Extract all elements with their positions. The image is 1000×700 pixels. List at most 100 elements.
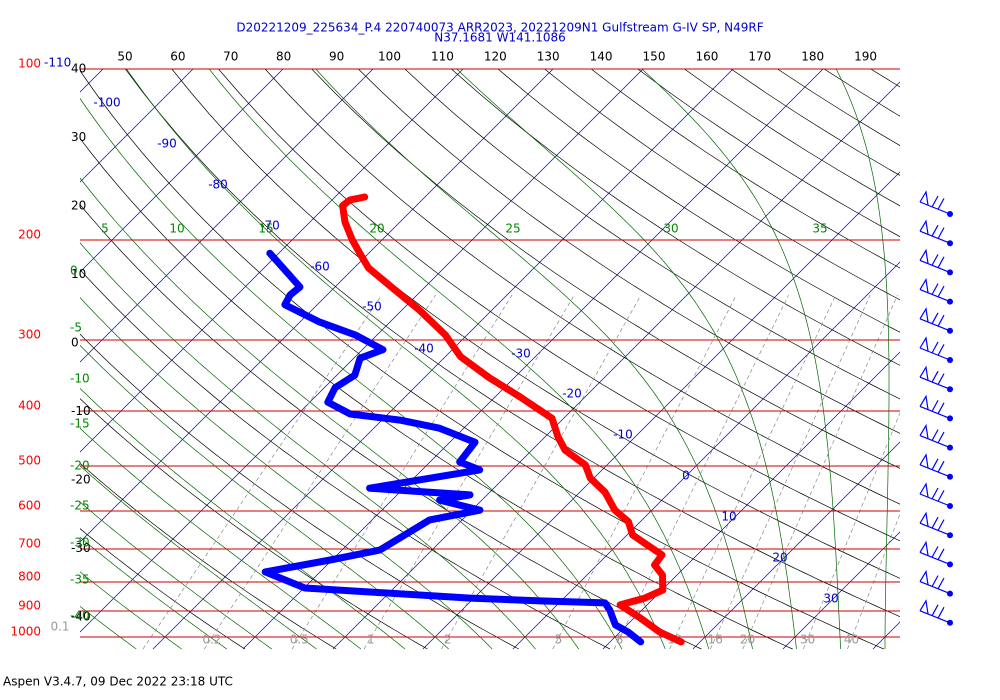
moist-adiabat-label: -20 (70, 459, 90, 473)
dry-adiabat (451, 69, 900, 366)
mixing-ratio-label: 30 (800, 633, 815, 647)
barb-flag (919, 569, 929, 585)
dry-adiabat (218, 69, 900, 542)
y-tick-label: 800 (18, 569, 41, 583)
mixing-ratio-line (669, 294, 836, 650)
barb-feather (931, 458, 939, 471)
wind-barb (919, 599, 953, 626)
barb-staff (919, 259, 951, 273)
left-label: 40 (71, 62, 86, 76)
isotherm (872, 621, 900, 650)
dry-adiabat (80, 70, 884, 650)
isotherm-label: -110 (44, 56, 71, 70)
wind-barb (919, 453, 953, 480)
dry-adiabat (823, 69, 900, 117)
chart-subtitle: N37.1681 W141.1086 (434, 31, 566, 45)
barb-feather (931, 341, 939, 354)
isotherm (332, 81, 900, 650)
top-label: 70 (223, 50, 238, 64)
wind-barb (919, 394, 953, 422)
isotherm (152, 69, 734, 650)
barb-staff (919, 405, 951, 419)
dry-adiabat (358, 69, 900, 434)
isotherm-label: -90 (157, 137, 177, 151)
barb-flag (919, 307, 929, 322)
barb-feather (937, 431, 945, 444)
top-label: 120 (484, 50, 507, 64)
barb-feather (937, 490, 945, 502)
isotherm (512, 261, 900, 650)
top-label: 180 (801, 50, 824, 64)
barb-feather (931, 546, 939, 558)
barb-feather (937, 285, 945, 298)
barb-staff (919, 522, 951, 536)
isotherm (602, 351, 900, 650)
moist-adiabat-label: 35 (812, 222, 827, 236)
wind-barb (919, 190, 953, 217)
dry-adiabat (870, 69, 900, 88)
isotherm-label: -20 (562, 387, 582, 401)
barb-flag (919, 248, 929, 264)
y-tick-label: 900 (18, 599, 41, 613)
moist-adiabat (80, 97, 623, 650)
moist-adiabat-label: -30 (70, 536, 90, 550)
isotherm (422, 171, 900, 650)
isotherm (782, 531, 900, 650)
moist-adiabat (80, 536, 227, 650)
y-tick-label: 600 (18, 498, 41, 512)
dry-adiabat (125, 69, 900, 618)
moist-adiabat-label: 5 (101, 222, 109, 236)
mixing-ratio-line (742, 294, 898, 650)
left-label: -40 (71, 610, 91, 624)
isotherm (80, 69, 194, 183)
mixing-ratio-line (204, 294, 436, 650)
moist-adiabat-label: -10 (70, 372, 90, 386)
barb-feather (931, 429, 939, 441)
dry-adiabat (80, 462, 337, 650)
top-label: 90 (329, 50, 344, 64)
top-label: 130 (537, 50, 560, 64)
top-label: 110 (431, 50, 454, 64)
dry-adiabat (264, 69, 900, 505)
top-label: 190 (854, 50, 877, 64)
barb-feather (931, 400, 939, 412)
barb-feather (937, 314, 945, 327)
top-label: 60 (170, 50, 185, 64)
barb-feather (937, 548, 945, 561)
moist-adiabat (126, 69, 666, 650)
mixing-ratio-line (552, 294, 737, 650)
barb-feather (937, 344, 945, 356)
top-label: 160 (695, 50, 718, 64)
mixing-ratio-label: 16 (708, 633, 723, 647)
profile-line (339, 193, 685, 646)
barb-flag (919, 540, 929, 556)
barb-staff (919, 376, 951, 390)
barb-flag (919, 219, 929, 235)
barb-feather (937, 460, 945, 473)
isotherm-label: -30 (511, 347, 531, 361)
barb-flag (919, 453, 929, 468)
barb-feather (931, 604, 939, 617)
dry-adiabat (311, 69, 900, 469)
wind-barb (919, 482, 953, 509)
wind-barb (919, 540, 953, 568)
wind-barb (919, 569, 953, 597)
barb-staff (919, 318, 951, 332)
barb-flag (919, 190, 929, 206)
y-tick-label: 100 (18, 57, 41, 71)
mixing-ratio-label: 0.2 (202, 633, 221, 647)
moist-adiabat (80, 388, 406, 650)
moist-adiabat (456, 69, 797, 650)
top-label: 150 (643, 50, 666, 64)
barb-staff (919, 493, 951, 507)
moist-adiabat (315, 69, 753, 650)
mixing-ratio-label: 1 (367, 633, 375, 647)
barb-staff (919, 347, 951, 361)
barb-feather (937, 577, 945, 590)
moist-adiabat (208, 69, 710, 650)
moist-adiabat-label: 10 (169, 222, 184, 236)
isotherm-label: 10 (721, 510, 736, 524)
isotherm (80, 69, 644, 633)
moist-adiabat (80, 501, 272, 650)
